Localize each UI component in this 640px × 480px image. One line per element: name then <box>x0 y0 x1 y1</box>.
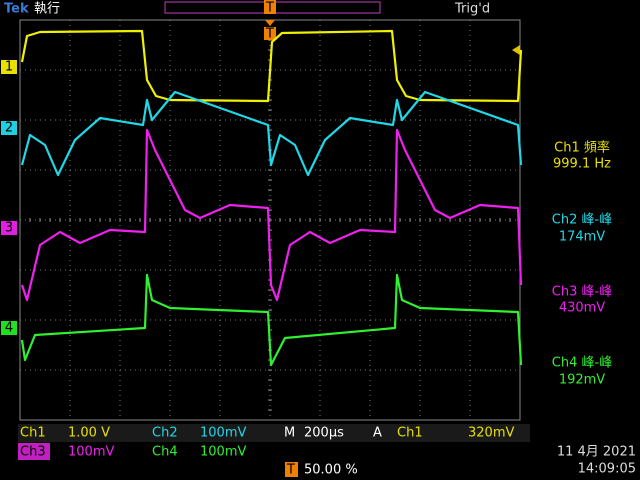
ch1-marker: 1 <box>5 60 13 75</box>
measurement-label: Ch4 峰-峰 <box>552 356 612 371</box>
ch3-scale: 100mV <box>68 445 114 460</box>
trigger-position: 50.00 % <box>304 463 358 478</box>
trigger-pos-icon-label: T <box>286 463 295 478</box>
trigger-level-arrow <box>512 45 520 55</box>
ch2-label: Ch2 <box>152 426 178 441</box>
measurement-ch3: Ch3 峰-峰 430mV <box>552 285 612 316</box>
ch3-label-bg <box>18 443 50 460</box>
channel-markers: 1 2 3 4 <box>1 60 17 336</box>
trigger-pos-icon <box>285 462 298 477</box>
trigger-pos-marker: T <box>265 27 274 42</box>
measurement-value: 192mV <box>559 373 605 388</box>
trigger-pos-arrow <box>265 20 275 26</box>
brand: Tek <box>4 2 29 17</box>
ch1-trace <box>20 29 523 103</box>
timebase: 200µs <box>304 426 344 441</box>
measurement-value: 430mV <box>559 301 605 316</box>
ch4-marker: 4 <box>5 321 13 336</box>
ch1-scale: 1.00 V <box>68 426 110 441</box>
trigger-marker-box <box>264 0 276 14</box>
ch3-label: Ch3 <box>20 445 46 460</box>
measurement-ch4: Ch4 峰-峰 192mV <box>552 356 612 388</box>
measurement-value: 999.1 Hz <box>553 157 611 172</box>
ch3-marker: 3 <box>5 221 13 236</box>
measurement-ch1: Ch1 頻率 999.1 Hz <box>553 140 611 172</box>
trigger-pos-box <box>264 27 276 40</box>
ch2-trace <box>20 90 523 177</box>
measurement-label: Ch3 峰-峰 <box>552 285 612 300</box>
trigger-source: Ch1 <box>397 426 423 441</box>
trigger-marker: T <box>265 1 274 16</box>
ch4-label: Ch4 <box>152 445 178 460</box>
ch3-trace <box>20 128 523 302</box>
timebase-label: M <box>284 426 295 441</box>
measurement-ch2: Ch2 峰-峰 174mV <box>552 213 612 245</box>
measurement-label: Ch2 峰-峰 <box>552 213 612 228</box>
trigger-level: 320mV <box>468 426 514 441</box>
ch4-trace <box>20 273 523 367</box>
status-row1-bg <box>18 424 530 442</box>
ch2-marker: 2 <box>5 121 13 136</box>
measurement-label: Ch1 頻率 <box>554 140 610 156</box>
time: 14:09:05 <box>578 462 636 477</box>
trigger-status: Trig'd <box>454 2 490 17</box>
measurement-value: 174mV <box>559 230 605 245</box>
ch1-label: Ch1 <box>20 426 46 441</box>
ch4-scale: 100mV <box>200 445 246 460</box>
trigger-mode: A <box>373 426 382 441</box>
run-status: 執行 <box>34 1 60 17</box>
ch2-scale: 100mV <box>200 426 246 441</box>
date: 11 4月 2021 <box>557 445 636 460</box>
